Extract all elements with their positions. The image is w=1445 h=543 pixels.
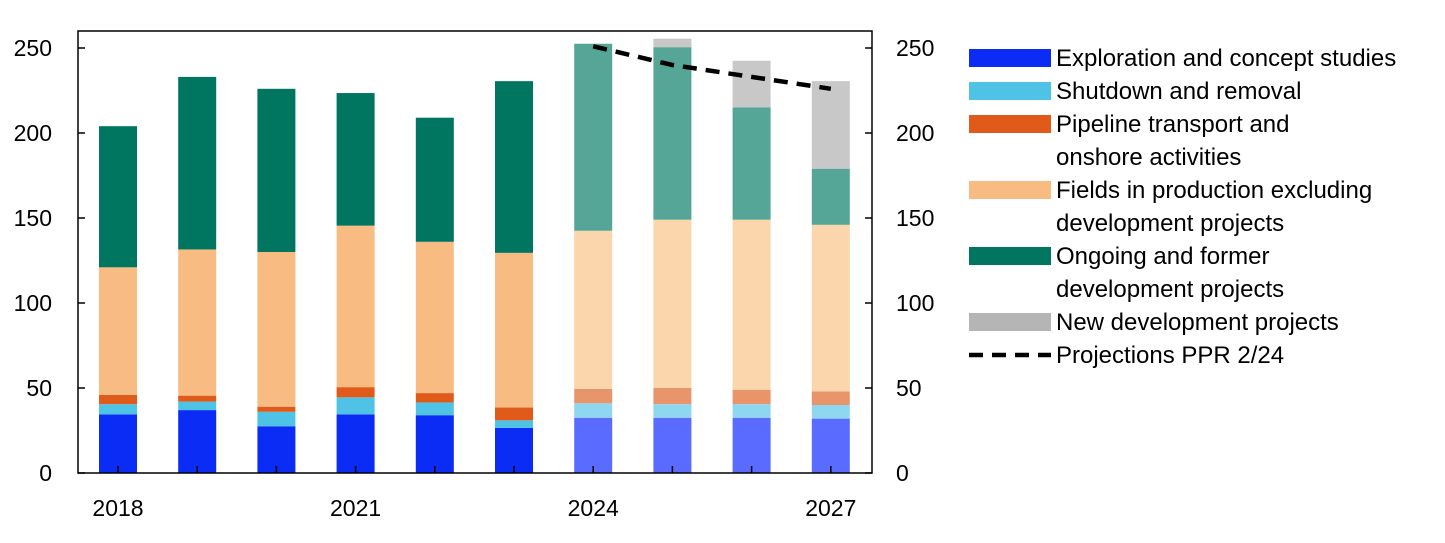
bar-2020-series-4 (257, 88, 296, 252)
plot-frame (77, 30, 873, 474)
legend-label-2-0: Pipeline transport and (1056, 111, 1289, 138)
y-tick-label-left-0: 0 (39, 460, 52, 486)
bar-2026-series-3 (732, 219, 771, 390)
bar-2018-series-3 (99, 267, 137, 395)
bar-2026-series-0 (732, 417, 771, 473)
y-tick-label-right-50: 50 (896, 375, 922, 401)
bar-2022-series-4 (415, 117, 454, 242)
bar-2024-series-2 (574, 388, 613, 404)
bar-2027-series-1 (811, 405, 850, 419)
bar-2019-series-2 (178, 395, 217, 402)
y-tick-label-left-150: 150 (14, 205, 52, 231)
bar-2023-series-0 (495, 427, 533, 473)
legend-swatch-2 (969, 115, 1051, 133)
bar-2023-series-2 (495, 407, 533, 421)
bar-2025-series-4 (653, 47, 692, 220)
bar-2020-series-0 (257, 426, 296, 473)
legend-label-0-0: Exploration and concept studies (1056, 45, 1396, 72)
bar-2027-series-4 (811, 168, 850, 225)
legend-label-4-1: development projects (1056, 276, 1284, 303)
bar-2019-series-1 (178, 401, 217, 411)
legend-label-5-0: New development projects (1056, 309, 1339, 336)
bar-2025-series-0 (653, 417, 692, 473)
bar-2024-series-3 (574, 230, 613, 389)
axis-layer: 0 0 50 50 100 100 150 150 200 200 250 250 2018 2021 20… (14, 35, 935, 521)
x-tick-label-2024: 2024 (568, 495, 619, 521)
bar-2021-series-1 (336, 397, 375, 415)
bar-2021-series-2 (336, 387, 375, 398)
y-tick-label-right-150: 150 (896, 205, 934, 231)
bar-2025-series-5 (653, 38, 692, 48)
bar-2025-series-1 (653, 404, 692, 418)
bar-2022-series-1 (415, 402, 454, 416)
bar-2022-series-3 (415, 241, 454, 394)
legend-swatch-1 (969, 82, 1051, 100)
y-tick-label-right-200: 200 (896, 120, 934, 146)
bar-2023-series-4 (495, 81, 533, 253)
bar-2023-series-1 (495, 420, 533, 428)
bar-2026-series-2 (732, 389, 771, 405)
bar-2020-series-2 (257, 406, 296, 412)
legend-label-3-1: development projects (1056, 210, 1284, 237)
bar-2018-series-1 (99, 404, 137, 415)
y-tick-label-left-50: 50 (26, 375, 52, 401)
legend-label-6-0: Projections PPR 2/24 (1056, 342, 1284, 369)
legend-swatch-5 (969, 313, 1051, 331)
legend-swatch-3 (969, 181, 1051, 199)
legend-label-2-1: onshore activities (1056, 144, 1241, 171)
bar-2025-series-3 (653, 219, 692, 388)
bar-2021-series-0 (336, 414, 375, 473)
bar-2021-series-4 (336, 93, 375, 226)
bar-2018-series-4 (99, 126, 137, 268)
legend-label-4-0: Ongoing and former (1056, 243, 1269, 270)
legend-label-3-0: Fields in production excluding (1056, 177, 1372, 204)
bar-2019-series-3 (178, 249, 217, 396)
bar-2026-series-4 (732, 107, 771, 220)
bar-2027-series-5 (811, 81, 850, 169)
legend-swatch-0 (969, 49, 1051, 67)
bar-2022-series-0 (415, 415, 454, 473)
bar-2026-series-5 (732, 60, 771, 108)
bar-2018-series-2 (99, 394, 137, 405)
y-tick-label-right-0: 0 (896, 460, 909, 486)
bar-2027-series-0 (811, 418, 850, 473)
y-tick-label-right-100: 100 (896, 290, 934, 316)
bar-2027-series-3 (811, 224, 850, 392)
bar-2022-series-2 (415, 393, 454, 403)
y-tick-label-left-250: 250 (14, 35, 52, 61)
bar-2023-series-3 (495, 252, 533, 408)
bar-2020-series-1 (257, 411, 296, 427)
y-tick-label-left-100: 100 (14, 290, 52, 316)
bar-2019-series-4 (178, 76, 217, 250)
bar-2020-series-3 (257, 252, 296, 407)
bars-layer (99, 38, 850, 473)
x-tick-label-2021: 2021 (330, 495, 381, 521)
bar-2024-series-0 (574, 417, 613, 473)
projection-line-layer (592, 44, 832, 92)
y-tick-label-left-200: 200 (14, 120, 52, 146)
legend-swatch-4 (969, 247, 1051, 265)
bar-2021-series-3 (336, 225, 375, 388)
y-tick-label-right-250: 250 (896, 35, 934, 61)
x-tick-label-2018: 2018 (92, 495, 143, 521)
bar-2019-series-0 (178, 410, 217, 473)
bar-2024-series-4 (574, 43, 613, 231)
projection-line (592, 44, 832, 92)
bar-2024-series-1 (574, 403, 613, 418)
bar-2025-series-2 (653, 388, 692, 405)
x-tick-label-2027: 2027 (805, 495, 856, 521)
bar-2026-series-1 (732, 404, 771, 418)
legend-label-1-0: Shutdown and removal (1056, 78, 1301, 105)
legend: Exploration and concept studies Shutdown … (969, 45, 1396, 369)
bar-2027-series-2 (811, 391, 850, 405)
bar-2018-series-0 (99, 414, 137, 473)
